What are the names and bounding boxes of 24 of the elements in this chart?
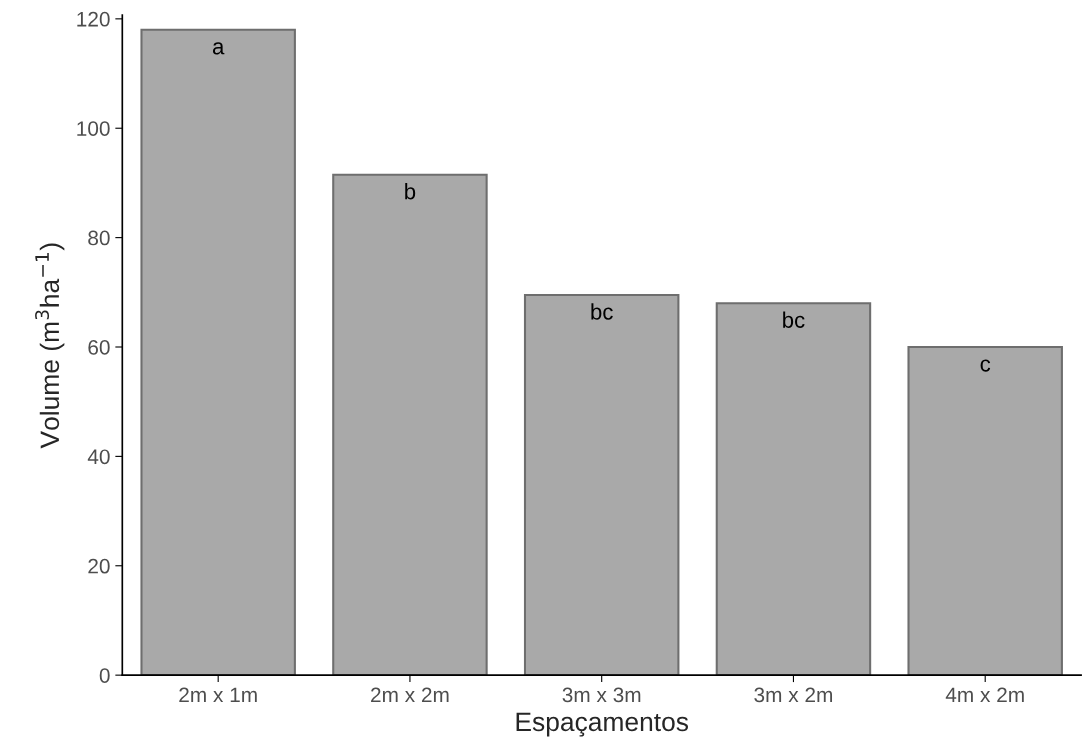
annotation: a [212, 42, 225, 55]
y-tick-label: 40 [87, 449, 110, 465]
y-tick-label: 100 [77, 121, 110, 136]
x-tick-label: 4m x 2m [945, 687, 1024, 703]
bar [907, 345, 1063, 676]
x-tick-label: 2m x 2m [371, 687, 449, 703]
annotation: bc [783, 311, 805, 328]
x-tick-label: 3m x 2m [754, 687, 833, 703]
y-tick-label: 20 [88, 558, 110, 574]
y-tick-label: 120 [77, 11, 110, 27]
bar [523, 294, 680, 676]
annotation: c [980, 359, 991, 372]
bar [332, 173, 488, 676]
bar [715, 302, 872, 676]
x-tick-label: 2m x 1m [179, 687, 257, 703]
y-tick-label: 80 [88, 230, 110, 246]
annotation: bc [591, 303, 613, 320]
bar [140, 28, 296, 676]
y-tick-label: 60 [88, 340, 110, 355]
x-tick-label: 3m x 3m [562, 687, 641, 703]
y-tick-label: 0 [99, 668, 110, 683]
annotation: b [405, 183, 416, 200]
y-axis-title: Volume (m$^{3}$ha$^{−1}$) [35, 243, 65, 449]
x-axis-title: Espaçamentos [516, 712, 689, 737]
